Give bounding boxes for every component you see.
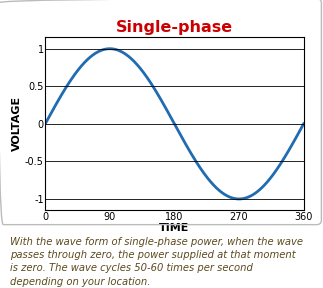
Y-axis label: VOLTAGE: VOLTAGE [12, 96, 22, 151]
Title: Single-phase: Single-phase [116, 20, 233, 35]
X-axis label: TIME: TIME [159, 223, 190, 233]
Text: With the wave form of single-phase power, when the wave
passes through zero, the: With the wave form of single-phase power… [10, 237, 303, 287]
